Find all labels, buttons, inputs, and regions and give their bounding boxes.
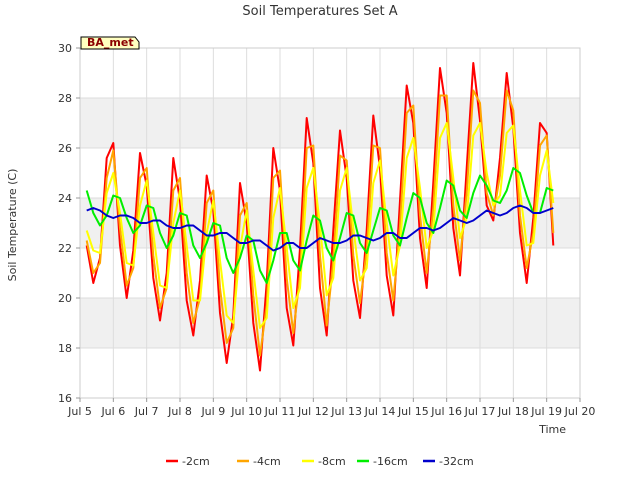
x-axis: Jul 5 Jul 6 Jul 7 Jul 8 Jul 9 Jul 10 Jul 11 Jul…: [67, 398, 595, 418]
x-tick-label: Jul 7: [134, 405, 159, 418]
y-tick-label: 22: [58, 242, 72, 255]
x-tick-label: Jul 16: [430, 405, 462, 418]
series-line-minus-8cm: [85, 122, 555, 329]
y-tick-label: 16: [58, 392, 72, 405]
x-tick-label: Jul 6: [100, 405, 125, 418]
shaded-band: [80, 98, 580, 148]
y-axis-title: Soil Temperature (C): [6, 169, 19, 282]
legend: -2cm -4cm -8cm -16cm -32cm: [166, 455, 474, 468]
x-tick-label: Jul 14: [364, 405, 396, 418]
legend-label: -16cm: [373, 455, 408, 468]
x-tick-label: Jul 8: [167, 405, 192, 418]
x-tick-label: Jul 19: [530, 405, 562, 418]
y-tick-label: 18: [58, 342, 72, 355]
y-tick-label: 26: [58, 142, 72, 155]
series-lines: [85, 62, 555, 372]
y-axis: 16 18 20 22 24 26 28 30: [58, 42, 80, 405]
series-line-minus-4cm: [85, 89, 555, 357]
x-tick-label: Jul 18: [497, 405, 529, 418]
chart-title: Soil Temperatures Set A: [242, 4, 397, 19]
plot-area: [79, 47, 581, 399]
x-tick-label: Jul 9: [200, 405, 225, 418]
x-tick-label: Jul 5: [67, 405, 92, 418]
x-tick-label: Jul 11: [264, 405, 296, 418]
legend-label: -2cm: [182, 455, 210, 468]
legend-label: -4cm: [253, 455, 281, 468]
series-line-minus-16cm: [85, 167, 554, 284]
series-line-minus-2cm: [85, 62, 555, 372]
y-tick-label: 24: [58, 192, 72, 205]
x-tick-label: Jul 20: [564, 405, 596, 418]
y-tick-label: 20: [58, 292, 72, 305]
y-tick-label: 30: [58, 42, 72, 55]
badge-box: [80, 36, 140, 50]
series-line-minus-32cm: [86, 204, 554, 252]
shaded-band: [80, 298, 580, 348]
legend-label: -8cm: [318, 455, 346, 468]
x-tick-label: Jul 17: [464, 405, 496, 418]
x-axis-title: Time: [538, 423, 566, 436]
station-badge: BA_met: [80, 36, 140, 50]
badge-label: BA_met: [87, 36, 134, 49]
y-tick-label: 28: [58, 92, 72, 105]
legend-label: -32cm: [439, 455, 474, 468]
x-tick-label: Jul 15: [397, 405, 429, 418]
plot-border: [79, 47, 581, 399]
x-tick-label: Jul 12: [297, 405, 329, 418]
x-tick-label: Jul 10: [230, 405, 262, 418]
x-tick-label: Jul 13: [330, 405, 362, 418]
